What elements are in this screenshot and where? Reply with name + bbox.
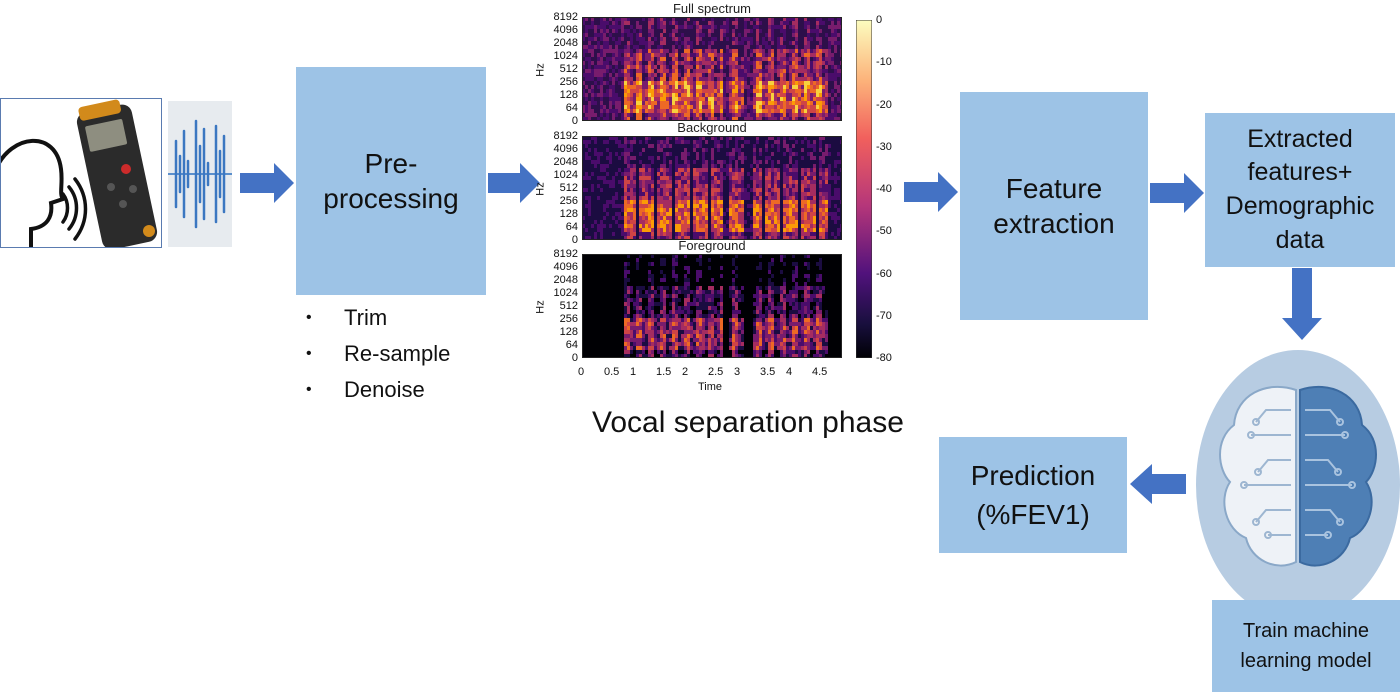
bullet-trim: Trim (344, 305, 388, 330)
bullet-item: • Trim (306, 305, 388, 330)
preprocessing-box: Pre- processing (296, 67, 486, 295)
arrow-to-feature-extraction (904, 172, 958, 212)
extracted-features-box: Extracted features+ Demographic data (1205, 113, 1395, 267)
preprocessing-bullet-list: • Trim • Re-sample • Denoise (300, 300, 450, 408)
spectrogram-title-foreground: Foreground (678, 238, 746, 253)
y-tick-label: 1024 (553, 287, 578, 299)
x-tick-label: 4.5 (812, 366, 828, 378)
colorbar-tick-label: -20 (876, 98, 892, 111)
y-tick-label: 8192 (553, 11, 578, 23)
feature-extraction-label-line1: Feature (1005, 173, 1103, 204)
speaker-recorder-illustration (0, 98, 162, 248)
y-tick-label: 512 (559, 63, 578, 75)
colorbar (856, 20, 872, 358)
arrow-to-train-model (1282, 268, 1322, 340)
x-tick-label: 0.5 (604, 366, 620, 378)
y-tick-label: 4096 (553, 143, 578, 155)
spectrogram-background (582, 136, 842, 240)
vocal-separation-caption: Vocal separation phase (592, 406, 904, 439)
arrow-to-preprocessing (240, 163, 294, 203)
prediction-box: Prediction (%FEV1) (939, 437, 1127, 553)
extracted-label-line1: Extracted (1247, 124, 1353, 153)
train-model-box: Train machine learning model (1212, 600, 1400, 692)
y-tick-label: 4096 (553, 24, 578, 36)
prediction-label-line1: Prediction (970, 459, 1096, 491)
colorbar-tick-label: 0 (876, 14, 883, 26)
bullet-resample: Re-sample (344, 341, 451, 366)
arrow-to-extracted-features (1150, 173, 1204, 213)
bullet-denoise: Denoise (344, 377, 425, 402)
bullet-item: • Re-sample (306, 341, 451, 366)
colorbar-tick-label: -70 (876, 309, 892, 322)
colorbar-tick-label: -80 (876, 352, 892, 364)
colorbar-tick-label: -60 (876, 267, 892, 280)
y-tick-label: 2048 (553, 274, 578, 286)
y-tick-label: 2048 (553, 37, 578, 49)
spectrogram-title-full: Full spectrum (672, 1, 752, 16)
y-tick-label: 0 (571, 234, 578, 246)
preprocessing-label-line2: processing (323, 183, 459, 214)
y-tick-label: 256 (559, 313, 578, 325)
extracted-label-line2: features+ (1247, 158, 1353, 187)
x-tick-label: 1.5 (656, 366, 672, 378)
x-tick-label: 3.5 (760, 366, 776, 378)
y-tick-label: 128 (559, 208, 578, 220)
colorbar-tick-label: -40 (876, 183, 892, 195)
brain-icon (1219, 385, 1377, 567)
bullet-item: • Denoise (306, 377, 425, 402)
sound-waves-icon (61, 177, 88, 241)
y-tick-label: 256 (559, 195, 578, 207)
y-tick-label: 64 (565, 102, 578, 114)
x-axis-label-time: Time (698, 381, 723, 393)
spectrogram-foreground (582, 254, 842, 358)
x-tick-label: 0 (578, 366, 585, 378)
arrow-to-vocal-separation (488, 163, 540, 203)
y-tick-label: 0 (571, 352, 578, 364)
preprocessing-label-line1: Pre- (364, 148, 418, 179)
train-label-line2: learning model (1240, 650, 1372, 672)
y-tick-label: 256 (559, 76, 578, 88)
feature-extraction-box: Feature extraction (960, 92, 1148, 320)
y-tick-label: 64 (565, 339, 578, 351)
extracted-label-line3: Demographic (1225, 192, 1375, 220)
audio-waveform-thumbnail (168, 101, 232, 247)
waveform-icon (174, 119, 226, 229)
y-tick-label: 4096 (553, 261, 578, 273)
x-tick-label: 3 (734, 366, 741, 378)
colorbar-tick-label: -30 (876, 140, 892, 153)
y-tick-label: 512 (559, 182, 578, 194)
colorbar-tick-label: -10 (876, 56, 892, 69)
x-tick-label: 2.5 (708, 366, 724, 378)
y-axis-label-foreground: Hz (534, 300, 547, 314)
y-axis-label-background: Hz (534, 182, 547, 196)
feature-extraction-label-line2: extraction (993, 208, 1115, 239)
x-tick-label: 4 (786, 366, 793, 378)
ai-brain-illustration (1196, 350, 1400, 620)
y-tick-label: 0 (571, 115, 578, 127)
y-tick-label: 8192 (553, 130, 578, 142)
x-tick-label: 1 (630, 366, 637, 378)
y-tick-label: 8192 (553, 248, 578, 260)
prediction-label-line2: (%FEV1) (976, 499, 1090, 530)
colorbar-tick-label: -50 (876, 225, 892, 238)
speaking-head-icon (1, 138, 67, 247)
extracted-label-line4: data (1275, 225, 1325, 254)
x-tick-label: 2 (682, 366, 689, 378)
voice-recorder-icon (76, 99, 158, 247)
y-axis-label-full: Hz (534, 63, 547, 77)
y-tick-label: 64 (565, 221, 578, 233)
y-tick-label: 1024 (553, 169, 578, 181)
spectrogram-title-background: Background (677, 120, 747, 135)
spectrogram-full (582, 17, 842, 121)
train-label-line1: Train machine (1243, 620, 1369, 642)
y-tick-label: 512 (559, 300, 578, 312)
y-tick-label: 128 (559, 89, 578, 101)
arrow-to-prediction (1130, 464, 1186, 504)
y-tick-label: 128 (559, 326, 578, 338)
y-tick-label: 1024 (553, 50, 578, 62)
y-tick-label: 2048 (553, 156, 578, 168)
